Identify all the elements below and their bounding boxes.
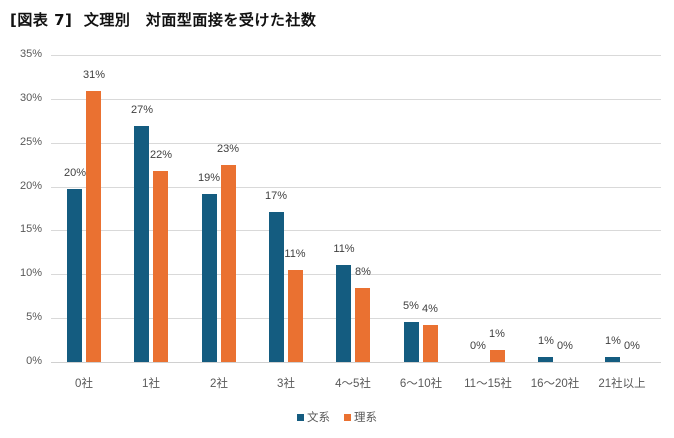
data-label: 0%	[557, 340, 573, 352]
bar-bunkei	[538, 357, 553, 362]
gridline	[51, 187, 661, 188]
data-label: 31%	[82, 69, 106, 81]
y-tick-label: 10%	[19, 267, 42, 279]
legend-swatch-icon	[297, 413, 304, 421]
data-label: 1%	[489, 328, 505, 340]
x-tick-label: 6〜10社	[399, 378, 443, 390]
bar-rikei	[423, 325, 438, 362]
bar-bunkei	[605, 357, 620, 362]
x-tick-label: 0社	[75, 378, 93, 390]
data-label: 23%	[216, 143, 240, 155]
data-label: 11%	[284, 248, 306, 260]
data-label: 0%	[470, 340, 486, 352]
x-tick-label: 2社	[210, 378, 228, 390]
data-label: 5%	[403, 300, 419, 312]
bar-bunkei	[134, 126, 149, 362]
gridline	[51, 230, 661, 231]
x-tick-label: 4〜5社	[335, 378, 371, 390]
y-tick-label: 35%	[19, 48, 42, 60]
gridline	[51, 274, 661, 275]
legend-label: 文系	[307, 410, 330, 424]
bar-rikei	[221, 165, 236, 362]
y-tick-label: 30%	[19, 92, 42, 104]
x-tick-label: 21社以上	[598, 378, 646, 390]
y-tick-label: 20%	[19, 180, 42, 192]
bar-bunkei	[269, 212, 284, 362]
x-tick-label: 11〜15社	[464, 378, 512, 390]
gridline	[51, 143, 661, 144]
bar-bunkei	[404, 322, 419, 362]
bar-rikei	[490, 350, 505, 362]
legend-label: 理系	[354, 410, 377, 424]
y-tick-label: 15%	[19, 223, 42, 235]
data-label: 1%	[538, 335, 554, 347]
bar-rikei	[355, 288, 370, 362]
bar-rikei	[288, 270, 303, 362]
gridline	[51, 99, 661, 100]
bar-bunkei	[67, 189, 82, 362]
data-label: 8%	[355, 266, 371, 278]
data-label: 22%	[149, 149, 173, 161]
x-tick-label: 16〜20社	[530, 378, 580, 390]
data-label: 20%	[63, 167, 87, 179]
chart-title: [図表 7] 文理別 対面型面接を受けた社数	[10, 11, 317, 29]
x-tick-label: 3社	[277, 378, 295, 390]
bar-bunkei	[336, 265, 351, 362]
x-axis-line	[51, 362, 661, 363]
bar-rikei	[153, 171, 168, 362]
data-label: 4%	[422, 303, 438, 315]
bar-rikei	[86, 91, 101, 362]
legend-swatch-icon	[344, 413, 351, 421]
gridline	[51, 55, 661, 56]
data-label: 1%	[605, 335, 621, 347]
y-tick-label: 0%	[26, 355, 42, 367]
data-label: 0%	[624, 340, 640, 352]
bar-bunkei	[202, 194, 217, 362]
data-label: 27%	[130, 104, 154, 116]
chart-legend: 文系 理系	[0, 409, 674, 425]
data-label: 17%	[264, 190, 288, 202]
x-tick-label: 1社	[142, 378, 160, 390]
data-label: 11%	[333, 243, 355, 255]
y-tick-label: 5%	[26, 311, 42, 323]
data-label: 19%	[197, 172, 221, 184]
y-tick-label: 25%	[19, 136, 42, 148]
legend-item: 文系	[297, 409, 330, 425]
legend-item: 理系	[344, 409, 377, 425]
